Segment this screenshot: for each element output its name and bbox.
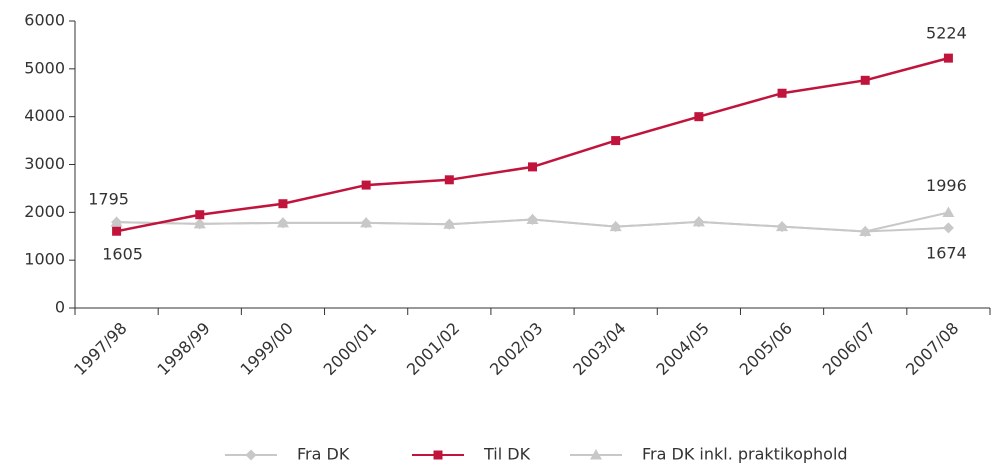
data-label: 1674 xyxy=(926,243,967,262)
y-tick-label: 3000 xyxy=(24,154,65,173)
marker xyxy=(942,206,955,218)
legend-label: Fra DK inkl. praktikophold xyxy=(642,445,848,464)
marker xyxy=(590,449,602,460)
marker xyxy=(860,75,870,85)
marker xyxy=(112,226,122,236)
marker xyxy=(245,449,257,461)
marker xyxy=(528,162,537,172)
marker xyxy=(433,450,443,460)
marker xyxy=(777,88,787,98)
x-tick-label: 2005/06 xyxy=(736,319,796,379)
marker xyxy=(527,214,538,226)
y-tick-label: 6000 xyxy=(24,11,65,30)
marker xyxy=(443,218,455,230)
series-line xyxy=(116,56,949,233)
x-tick-label: 1997/98 xyxy=(70,319,130,379)
y-tick-label: 4000 xyxy=(24,106,65,125)
data-label: 5224 xyxy=(926,24,967,43)
y-tick-label: 0 xyxy=(55,298,65,317)
x-tick-label: 2006/07 xyxy=(819,319,879,379)
marker xyxy=(694,112,704,122)
x-tick-label: 2002/03 xyxy=(486,319,546,379)
y-tick-label: 1000 xyxy=(24,250,65,269)
marker xyxy=(859,225,871,237)
x-tick-label: 1999/00 xyxy=(237,319,297,379)
x-tick-label: 2004/05 xyxy=(652,319,712,379)
data-label: 1795 xyxy=(88,190,129,209)
marker xyxy=(693,216,705,228)
x-tick-label: 2000/01 xyxy=(320,319,380,379)
data-label: 1996 xyxy=(926,176,967,195)
marker xyxy=(278,199,288,209)
marker xyxy=(942,222,954,234)
y-tick-label: 2000 xyxy=(24,202,65,221)
marker xyxy=(195,210,205,220)
data-label: 1605 xyxy=(102,245,143,264)
x-tick-label: 1998/99 xyxy=(153,319,213,379)
marker xyxy=(111,216,123,228)
marker xyxy=(943,53,953,63)
marker xyxy=(360,217,372,229)
x-tick-label: 2007/08 xyxy=(902,319,962,379)
marker xyxy=(776,221,788,233)
marker xyxy=(610,221,622,233)
marker xyxy=(194,218,206,230)
marker xyxy=(444,175,454,185)
marker xyxy=(277,217,289,229)
x-tick-label: 2001/02 xyxy=(403,319,463,379)
marker xyxy=(611,136,621,146)
legend-label: Fra DK xyxy=(297,445,350,464)
legend-label: Til DK xyxy=(483,445,531,464)
y-tick-label: 5000 xyxy=(24,58,65,77)
marker xyxy=(361,180,371,190)
x-tick-label: 2003/04 xyxy=(569,319,629,379)
